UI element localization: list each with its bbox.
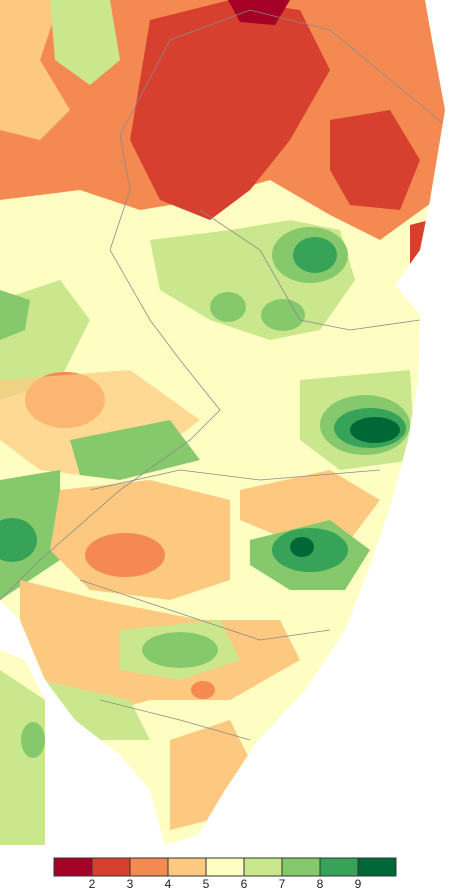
legend-swatch bbox=[53, 857, 93, 877]
legend-label: 6 bbox=[241, 877, 248, 891]
legend-swatch bbox=[281, 857, 321, 877]
legend-label: 4 bbox=[165, 877, 172, 891]
legend-label: 7 bbox=[279, 877, 286, 891]
legend: 2 3 4 5 6 7 8 9 bbox=[53, 857, 397, 891]
legend-label: 3 bbox=[127, 877, 134, 891]
legend-label: 5 bbox=[203, 877, 210, 891]
precipitation-map bbox=[0, 0, 445, 845]
legend-swatch bbox=[91, 857, 131, 877]
legend-swatch bbox=[357, 857, 397, 877]
legend-swatch bbox=[167, 857, 207, 877]
legend-label: 9 bbox=[355, 877, 362, 891]
legend-swatch bbox=[243, 857, 283, 877]
legend-swatch bbox=[129, 857, 169, 877]
legend-label: 2 bbox=[89, 877, 96, 891]
legend-label: 8 bbox=[317, 877, 324, 891]
legend-swatch bbox=[205, 857, 245, 877]
legend-swatch bbox=[319, 857, 359, 877]
